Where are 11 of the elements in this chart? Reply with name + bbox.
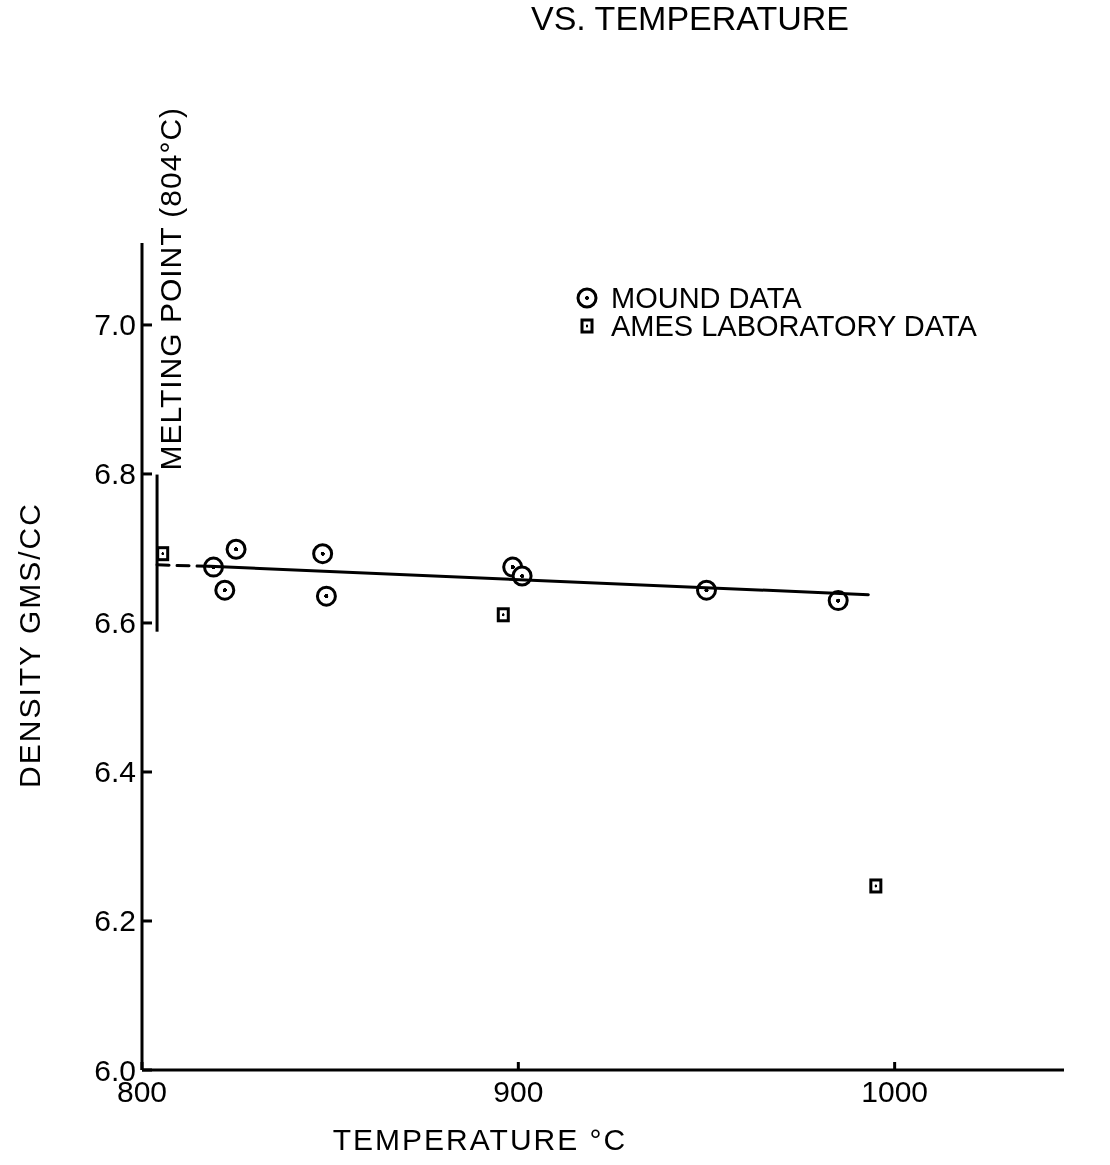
y-axis-title: DENSITY GMS/CC <box>13 502 46 788</box>
x-tick-label: 900 <box>493 1075 544 1108</box>
chart-title: VS. TEMPERATURE <box>530 0 850 37</box>
x-axis-title: TEMPERATURE °C <box>332 1123 628 1156</box>
ref-line-label: MELTING POINT (804°C) <box>154 106 188 471</box>
y-tick-label: 6.6 <box>94 606 136 640</box>
y-tick-label: 6.2 <box>94 904 136 938</box>
y-tick-label: 7.0 <box>94 308 136 342</box>
y-tick-label: 6.8 <box>94 457 136 491</box>
y-tick-label: 6.4 <box>94 755 136 789</box>
x-tick-label: 1000 <box>861 1075 929 1108</box>
